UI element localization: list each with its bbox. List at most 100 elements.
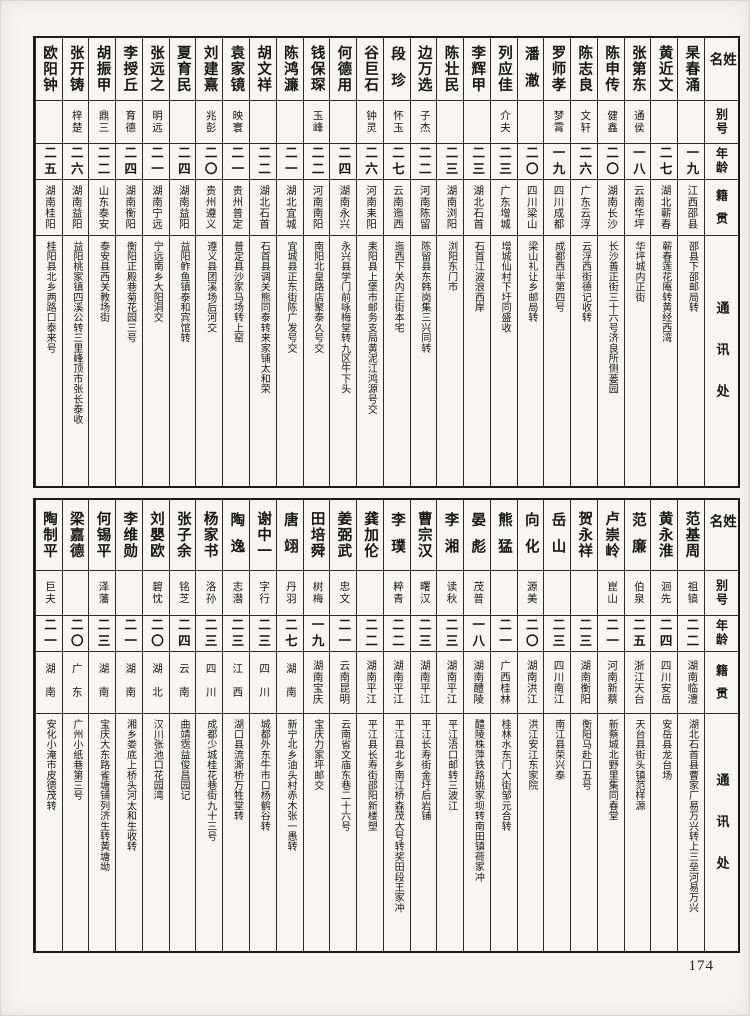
age-cell: 二三	[464, 143, 490, 179]
alias-cell: 映寰	[223, 100, 249, 143]
entry-column: 姜弼武 忠文 二一 云南昆明 云南省文庙东巷二十六号	[329, 500, 357, 951]
native-cell: 湖南永兴	[330, 179, 357, 235]
age-cell: 二七	[651, 143, 678, 179]
entry-column: 陈申传 健鑫 二〇 湖南长沙 长沙善正街三十六号济良所侧蒌园	[596, 38, 624, 486]
age-cell: 二二	[383, 615, 410, 651]
name-cell: 梁嘉德	[67, 510, 84, 560]
address-cell: 遵义县团溪场后河交	[196, 235, 223, 486]
entry-column: 龚加伦 二二 湖南平江 平江县长寿街邵阳新楼塑	[356, 500, 383, 951]
age-cell: 一九	[303, 615, 330, 651]
native-cell: 广东	[62, 651, 89, 713]
native-cell: 广西桂林	[490, 651, 517, 713]
age-cell: 二三	[223, 615, 249, 651]
entry-column: 张远之 明远 二一 湖南宁远 宁远南乡大阳洞交	[141, 38, 169, 486]
age-cell: 二一	[490, 615, 517, 651]
age-cell: 二二	[89, 143, 116, 179]
alias-cell: 梦霄	[544, 100, 571, 143]
address-cell: 新宁北乡油头村赤木张一愚转	[276, 713, 303, 951]
entry-column: 向化 源美 二〇 湖南洪江 洪江安江东家院	[516, 500, 544, 951]
native-cell: 湖南	[276, 651, 303, 713]
native-cell: 贵州普定	[223, 179, 249, 235]
entry-column: 袁家镜 映寰 二一 贵州普定 普定县沙家马场转上窑	[222, 38, 249, 486]
alias-cell: 祖镐	[678, 570, 704, 615]
age-cell: 二〇	[196, 143, 223, 179]
native-cell: 四川梁山	[517, 179, 544, 235]
native-cell: 云南昆明	[330, 651, 357, 713]
alias-cell	[464, 100, 490, 143]
alias-cell: 忠文	[330, 570, 357, 615]
address-cell: 安化小淹市皮德茂转	[35, 713, 62, 951]
name-cell: 张开铸	[67, 44, 84, 94]
age-cell: 二一	[597, 615, 624, 651]
age-cell: 二四	[651, 615, 678, 651]
native-cell: 湖南	[116, 651, 142, 713]
entry-column: 杲春涌 一九 江西邵县 邵县下邵邮局转	[677, 38, 704, 486]
native-cell: 湖南平江	[437, 651, 464, 713]
name-cell: 陈申传	[603, 44, 620, 94]
native-cell: 湖南洪江	[517, 651, 544, 713]
entry-column: 谷巨石 钟灵 二六 河南耒阳 耒阳县上堡市邮务支局黄泥江鸿源号交	[356, 38, 383, 486]
entry-column: 李璞 粹青 二二 湖南平江 平江县北乡南江桥森茂大号转奖田段王家冲	[382, 500, 410, 951]
name-cell: 潘澈	[522, 45, 539, 100]
name-cell: 李维勋	[121, 510, 138, 560]
alias-cell: 健鑫	[597, 100, 624, 143]
native-cell: 河南新蔡	[597, 651, 624, 713]
entry-column: 夏育民 二四 湖南益阳 益阳鲊鱼镇泰和宾馆转	[168, 38, 196, 486]
name-cell: 黄永淮	[656, 510, 673, 560]
name-cell: 陈志良	[576, 44, 593, 94]
age-cell: 二〇	[517, 143, 544, 179]
name-cell: 袁家镜	[228, 44, 245, 94]
header-name: 姓名	[707, 51, 737, 82]
entry-column: 卢崇岭 崑山 二一 河南新蔡 新蔡城北野里集同春堂	[596, 500, 624, 951]
address-cell: 湖北石首县曹家厂易万兴转上三垒河易万兴	[678, 713, 704, 951]
age-cell: 二二	[410, 143, 437, 179]
age-cell: 一九	[678, 143, 704, 179]
address-cell: 洪江安江东家院	[517, 713, 544, 951]
address-cell: 湖口县流澌桥万牲堂转	[223, 713, 249, 951]
address-cell: 城都外东牛市口杨鹤谷转	[249, 713, 276, 951]
address-cell: 石首县调关熊同泰转来家铺太和荣	[249, 235, 276, 486]
name-cell: 何德用	[335, 44, 352, 94]
entry-column: 陈鸿濂 二一 湖北宜城 宜城县正东街陈广发号交	[275, 38, 303, 486]
native-cell: 贵州遵义	[196, 179, 223, 235]
address-cell: 云浮西街德记收转	[571, 235, 597, 486]
name-cell: 卢崇岭	[603, 510, 620, 560]
address-cell: 平江县北乡南江桥森茂大号转奖田段王家冲	[383, 713, 410, 951]
name-cell: 陶制平	[40, 510, 57, 560]
name-cell: 李璞	[388, 511, 405, 566]
age-cell: 二一	[116, 615, 142, 651]
entry-column: 曹宗汉 曙汉 二三 湖南平江 平江长寿街金圩后岩铺	[409, 500, 437, 951]
native-cell: 湖南醴陵	[464, 651, 490, 713]
native-cell: 四川南江	[544, 651, 571, 713]
native-cell: 广东增城	[490, 179, 517, 235]
address-cell: 衡阳马赴口五号	[571, 713, 597, 951]
native-cell: 云南华坪	[624, 179, 651, 235]
age-cell: 二四	[116, 143, 142, 179]
address-cell: 湘乡娄底上桥头河太和生收转	[116, 713, 142, 951]
alias-cell	[678, 100, 704, 143]
name-cell: 黄近文	[656, 44, 673, 94]
name-cell: 岳山	[549, 511, 566, 566]
age-cell: 二一	[276, 143, 303, 179]
name-cell: 陈鸿濂	[281, 44, 298, 94]
address-cell: 陈留县东韩岗集三兴同转	[410, 235, 437, 486]
entry-column: 田培舜 树梅 一九 湖南宝庆 宝庆力家坪邮交	[302, 500, 330, 951]
address-cell: 平江县长寿街邵阳新楼塑	[357, 713, 383, 951]
alias-cell: 伯泉	[624, 570, 651, 615]
entry-column: 黄永淮 洄先 二四 四川安岳 安岳县龙台场	[650, 500, 678, 951]
age-cell: 二四	[169, 143, 196, 179]
native-cell: 湖南	[89, 651, 116, 713]
age-cell: 二三	[571, 615, 597, 651]
address-cell: 平江浯口邮转三波江	[437, 713, 464, 951]
address-cell: 泰安县西关教场街	[89, 235, 116, 486]
age-cell: 二一	[142, 143, 169, 179]
alias-cell	[517, 100, 544, 143]
alias-cell: 泽藩	[89, 570, 116, 615]
name-cell: 罗师孝	[549, 44, 566, 94]
alias-cell: 通侯	[624, 100, 651, 143]
alias-cell: 洛孙	[196, 570, 223, 615]
address-cell: 普定县沙家马场转上窑	[223, 235, 249, 486]
entry-column: 罗师孝 梦霄 一九 四川成都 成都西半第四号	[543, 38, 571, 486]
native-cell: 湖北石首	[464, 179, 490, 235]
address-cell: 平江长寿街金圩后岩铺	[410, 713, 437, 951]
